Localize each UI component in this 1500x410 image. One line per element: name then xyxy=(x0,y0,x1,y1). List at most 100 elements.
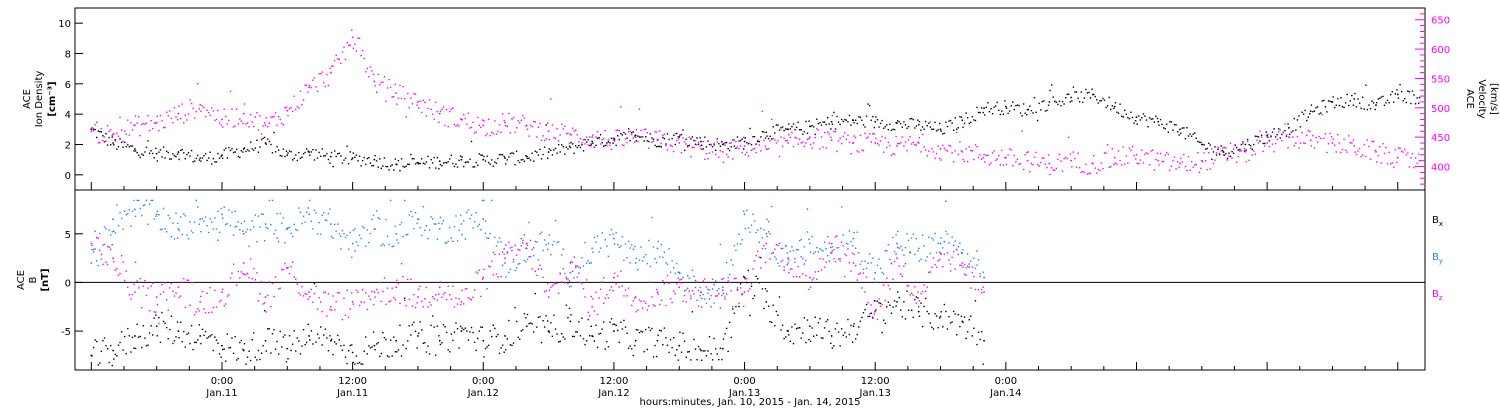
velocity-point xyxy=(1072,151,1075,153)
bz-point xyxy=(411,305,414,307)
by-point xyxy=(181,233,183,236)
by-point xyxy=(169,217,171,219)
by-point-anchor xyxy=(765,232,768,235)
density-point xyxy=(1074,91,1076,93)
density-point xyxy=(1276,134,1278,136)
density-point xyxy=(1172,129,1174,131)
bz-point xyxy=(791,268,793,270)
velocity-point xyxy=(1091,162,1093,164)
velocity-point xyxy=(120,129,123,131)
bz-point xyxy=(179,295,182,297)
velocity-point xyxy=(1180,157,1182,159)
bx-point xyxy=(374,348,376,351)
by-point xyxy=(486,237,488,239)
bz-point xyxy=(861,287,863,289)
density-point xyxy=(575,145,577,147)
bx-point xyxy=(352,361,355,364)
density-point xyxy=(506,159,508,161)
density-point xyxy=(123,141,126,144)
density-point xyxy=(567,148,569,150)
velocity-point xyxy=(1130,149,1132,151)
density-point xyxy=(1296,119,1299,121)
density-point xyxy=(1355,106,1358,108)
velocity-point xyxy=(338,58,341,61)
density-point xyxy=(847,121,849,123)
bx-point xyxy=(517,336,519,339)
bz-point xyxy=(889,288,891,290)
density-point xyxy=(921,126,924,128)
bz-point xyxy=(95,236,98,239)
by-point xyxy=(281,222,283,224)
by-point xyxy=(677,271,680,273)
bz-point xyxy=(427,306,429,308)
velocity-point xyxy=(649,133,652,135)
density-point xyxy=(839,123,841,126)
by-point xyxy=(526,258,529,261)
bx-point xyxy=(781,324,784,327)
bz-point xyxy=(937,260,939,262)
velocity-point xyxy=(722,161,725,164)
density-point xyxy=(610,137,613,139)
density-point xyxy=(102,135,104,137)
density-point xyxy=(533,160,535,162)
density-point xyxy=(232,151,235,154)
bx-point xyxy=(113,358,115,360)
density-point xyxy=(466,161,468,163)
velocity-point xyxy=(1344,149,1347,151)
density-point xyxy=(1215,154,1218,156)
density-point xyxy=(1379,97,1381,100)
density-point xyxy=(114,139,117,141)
velocity-point xyxy=(1153,169,1156,171)
bz-point xyxy=(713,283,715,286)
density-point xyxy=(1138,115,1140,117)
velocity-point xyxy=(1248,159,1250,162)
velocity-point xyxy=(453,123,456,126)
density-point xyxy=(1069,101,1072,103)
bx-point xyxy=(178,337,180,339)
velocity-point-anchor xyxy=(133,124,136,127)
bz-point xyxy=(217,239,219,241)
velocity-point-anchor xyxy=(1222,153,1225,156)
by-point xyxy=(651,216,653,219)
density-point xyxy=(629,139,631,142)
bz-point xyxy=(956,248,958,251)
bx-point xyxy=(184,346,187,348)
density-point xyxy=(1105,106,1107,109)
bx-point xyxy=(444,326,446,328)
legend-by: By xyxy=(1432,252,1443,265)
density-point xyxy=(1349,100,1351,102)
by-point xyxy=(915,238,918,240)
density-point xyxy=(1197,140,1199,143)
bx-point xyxy=(509,344,512,346)
density-point xyxy=(806,132,809,135)
bx-point xyxy=(467,339,470,341)
by-point xyxy=(803,246,806,248)
by-point xyxy=(669,271,672,273)
velocity-point xyxy=(452,107,454,109)
bx-point xyxy=(618,341,620,344)
density-point xyxy=(1218,153,1221,156)
by-point xyxy=(176,222,179,225)
by-point xyxy=(270,224,272,226)
density-point xyxy=(1055,101,1058,103)
density-point-anchor xyxy=(1200,143,1203,146)
velocity-point xyxy=(193,117,196,119)
bz-point xyxy=(693,293,695,295)
by-point xyxy=(758,241,760,244)
density-point xyxy=(1043,100,1045,102)
bx-point xyxy=(271,333,274,335)
bz-point xyxy=(109,248,112,250)
density-point xyxy=(889,123,891,125)
velocity-point xyxy=(449,110,451,113)
velocity-point xyxy=(155,122,157,124)
velocity-point xyxy=(337,58,339,60)
velocity-point xyxy=(539,122,541,125)
bx-point xyxy=(938,317,941,319)
density-point xyxy=(665,143,667,145)
bz-point xyxy=(509,247,512,249)
velocity-point xyxy=(495,133,498,135)
top-ylabel-line2: Ion Density xyxy=(34,71,45,128)
by-point xyxy=(347,248,350,250)
bz-point xyxy=(593,310,596,312)
velocity-point xyxy=(814,136,816,139)
